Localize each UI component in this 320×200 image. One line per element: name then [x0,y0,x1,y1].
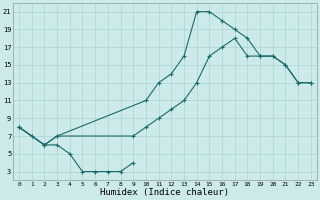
X-axis label: Humidex (Indice chaleur): Humidex (Indice chaleur) [100,188,229,197]
